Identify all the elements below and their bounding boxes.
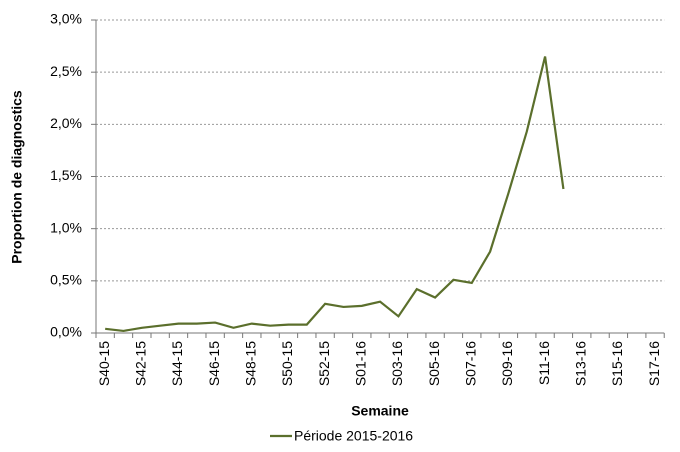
x-tick-label: S42-15 (133, 341, 149, 386)
x-tick-label: S05-16 (426, 341, 442, 386)
x-tick-label: S50-15 (279, 341, 295, 386)
x-tick-label: S11-16 (536, 341, 552, 385)
y-tick-label: 3,0% (50, 11, 82, 27)
data-line (105, 56, 565, 333)
y-tick-label: 1,0% (50, 219, 82, 235)
x-tick-label: S44-15 (169, 341, 185, 386)
x-tick-label: S03-16 (389, 341, 405, 386)
x-tick-label: S48-15 (243, 341, 259, 386)
y-tick-label: 2,0% (50, 115, 82, 131)
x-tick-label: S17-16 (646, 341, 662, 386)
x-axis-title: Semaine (351, 403, 409, 419)
x-tick-label: S09-16 (499, 341, 515, 386)
x-tick-label: S13-16 (572, 341, 588, 386)
y-tick-label: 2,5% (50, 63, 82, 79)
y-tick-label: 1,5% (50, 167, 82, 183)
y-tick-label: 0,0% (50, 324, 82, 340)
x-tick-label: S07-16 (462, 341, 478, 386)
x-tick-label: S15-16 (609, 341, 625, 386)
y-axis-title: Proportion de diagnostics (9, 90, 25, 264)
legend-label: Période 2015-2016 (294, 428, 413, 444)
x-tick-label: S52-15 (316, 341, 332, 386)
y-tick-label: 0,5% (50, 272, 82, 288)
x-tick-label: S40-15 (96, 341, 112, 386)
x-tick-label: S01-16 (352, 341, 368, 386)
x-tick-label: S46-15 (206, 341, 222, 386)
